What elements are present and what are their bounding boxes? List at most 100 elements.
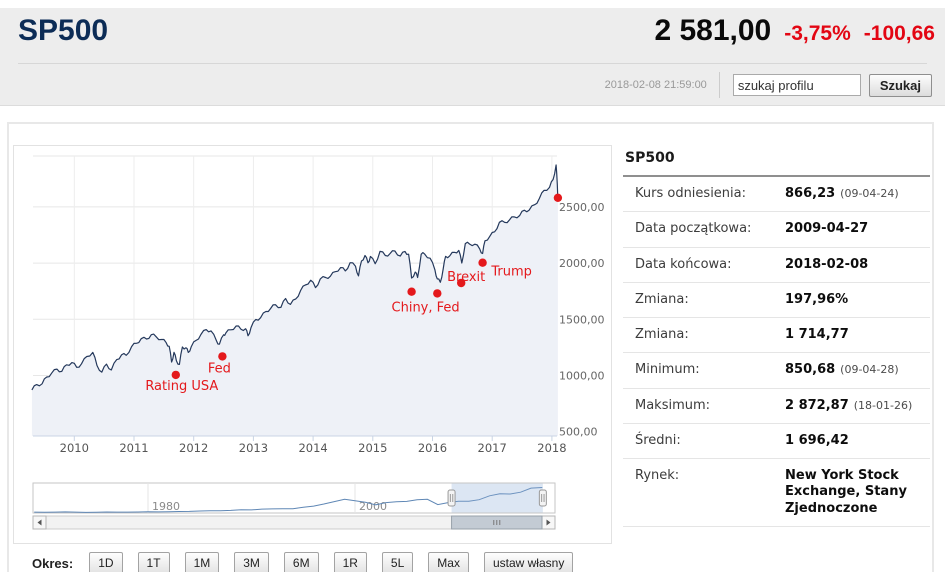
scrollbar-left-arrow-icon: [37, 519, 42, 526]
change-percent: -3,75%: [784, 22, 851, 45]
row-value: 2009-04-27: [785, 221, 869, 237]
vertical-separator: [718, 72, 720, 98]
row-value: 1 696,42: [785, 432, 849, 448]
details-title: SP500: [623, 145, 930, 177]
y-axis-label: 2500,00: [559, 201, 605, 214]
chart-container: 2010 2011 2012 2013 2014 2015 2016 2017 2018 500,…: [13, 145, 612, 544]
row-value: 197,96%: [785, 291, 849, 307]
period-selector: Okres: 1D 1T 1M 3M 6M 1R 5L Max ustaw własny: [32, 552, 588, 572]
period-button-5l[interactable]: 5L: [381, 552, 414, 572]
row-value: 2018-02-08: [785, 256, 869, 272]
search-button[interactable]: Szukaj: [868, 73, 932, 97]
annotation-dot: [457, 278, 466, 288]
row-value: 866,23 (09-04-24): [785, 186, 899, 201]
navigator-handle-right[interactable]: [538, 489, 547, 507]
period-button-1d[interactable]: 1D: [89, 552, 123, 572]
y-axis-label: 1500,00: [559, 313, 605, 326]
annotation-label: Rating USA: [145, 379, 218, 394]
period-button-max[interactable]: Max: [428, 552, 469, 572]
series-area-fill: [31, 165, 558, 436]
table-row: Minimum: 850,68 (09-04-28): [623, 353, 930, 389]
chart-annotations: Rating USA Fed Chiny, Fed Brexit Trump: [145, 193, 563, 394]
row-label: Data początkowa:: [635, 221, 752, 237]
table-row: Zmiana: 197,96%: [623, 283, 930, 318]
quote-price-block: 2 581,00 -3,75% -100,66: [654, 14, 935, 48]
annotation-dot: [218, 352, 227, 361]
period-label: Okres:: [32, 555, 74, 571]
table-row: Data końcowa: 2018-02-08: [623, 248, 930, 283]
annotation-label: Chiny, Fed: [392, 301, 460, 316]
x-axis-label: 2011: [119, 441, 148, 455]
row-label: Kurs odniesienia:: [635, 186, 747, 201]
row-label: Maksimum:: [635, 397, 711, 413]
navigator-line: [34, 487, 543, 513]
period-button-1t[interactable]: 1T: [137, 552, 170, 572]
x-axis-label: 2015: [358, 441, 387, 455]
navigator: 1980 2000: [32, 482, 556, 514]
quote-header-top: SP500 2 581,00 -3,75% -100,66: [18, 14, 935, 64]
annotation-dot: [433, 289, 442, 298]
row-value: 2 872,87 (18-01-26): [785, 397, 913, 413]
table-row: Kurs odniesienia: 866,23 (09-04-24): [623, 177, 930, 213]
row-value: 850,68 (09-04-28): [785, 362, 899, 378]
row-value-date: (09-04-24): [840, 187, 899, 200]
x-axis-label: 2013: [239, 441, 268, 455]
change-absolute: -100,66: [863, 22, 935, 45]
row-label: Średni:: [635, 432, 681, 448]
y-axis-label: 2000,00: [559, 257, 605, 270]
annotation-dot: [407, 287, 416, 296]
row-label: Zmiana:: [635, 291, 689, 307]
row-value: 1 714,77: [785, 327, 849, 342]
row-value-date: (09-04-28): [840, 363, 899, 377]
quote-subheader: 2018-02-08 21:59:00 Szukaj: [605, 72, 932, 98]
chart-scrollbar: [32, 515, 556, 530]
navigator-handle-left[interactable]: [447, 489, 456, 507]
quote-header: SP500 2 581,00 -3,75% -100,66 2018-02-08…: [0, 8, 945, 106]
x-axis: 2010 2011 2012 2013 2014 2015 2016 2017 2018 500,…: [33, 201, 605, 455]
details-rows: Kurs odniesienia: 866,23 (09-04-24) Data po…: [623, 177, 930, 527]
quote-timestamp: 2018-02-08 21:59:00: [604, 79, 707, 91]
instrument-title: SP500: [18, 14, 109, 47]
search-input[interactable]: [732, 74, 861, 96]
navigator-frame: [32, 482, 556, 514]
table-row: Średni: 1 696,42: [623, 424, 930, 459]
scrollbar-right-arrow-icon: [546, 519, 551, 526]
navigator-tick-label: 2000: [359, 500, 387, 513]
table-row: Maksimum: 2 872,87 (18-01-26): [623, 389, 930, 424]
chart-panel: 2010 2011 2012 2013 2014 2015 2016 2017 2018 500,…: [7, 122, 934, 572]
chart-series-sp500: [31, 164, 559, 436]
x-axis-label: 2018: [537, 441, 566, 455]
navigator-selected-range[interactable]: [451, 483, 543, 513]
chart-root: 2010 2011 2012 2013 2014 2015 2016 2017 2018 500,…: [31, 155, 605, 530]
x-axis-label: 2017: [478, 441, 507, 455]
period-button-6m[interactable]: 6M: [283, 552, 319, 572]
price-chart: 2010 2011 2012 2013 2014 2015 2016 2017 2018 500,…: [31, 155, 605, 530]
x-axis-label: 2010: [60, 441, 89, 455]
table-row: Zmiana: 1 714,77: [623, 318, 930, 354]
row-label: Data końcowa:: [635, 256, 732, 272]
period-button-1m[interactable]: 1M: [184, 552, 220, 572]
row-value: New York Stock Exchange, Stany Zjednoczo…: [785, 468, 907, 516]
annotation-dot: [553, 193, 563, 202]
x-axis-label: 2014: [298, 441, 327, 455]
navigator-tick-label: 1980: [152, 500, 180, 513]
row-label: Rynek:: [635, 468, 680, 483]
annotation-dot: [478, 258, 487, 267]
y-axis-label: 1000,00: [559, 369, 605, 382]
period-button-1r[interactable]: 1R: [333, 552, 367, 572]
series-line: [31, 164, 559, 391]
period-button-ustaw-wlasny[interactable]: ustaw własny: [483, 552, 574, 572]
x-axis-label: 2012: [179, 441, 208, 455]
annotation-label: Fed: [208, 361, 231, 376]
details-table: SP500 Kurs odniesienia: 866,23 (09-04-24) D…: [623, 145, 930, 527]
table-row: Rynek: New York Stock Exchange, Stany Zje…: [623, 459, 930, 527]
last-price: 2 581,00: [654, 14, 772, 47]
row-label: Zmiana:: [635, 327, 689, 342]
annotation-dot: [171, 370, 180, 380]
x-axis-label: 2016: [418, 441, 447, 455]
table-row: Data początkowa: 2009-04-27: [623, 212, 930, 248]
annotation-label: Trump: [490, 265, 532, 280]
row-label: Minimum:: [635, 362, 700, 378]
period-button-3m[interactable]: 3M: [234, 552, 269, 572]
